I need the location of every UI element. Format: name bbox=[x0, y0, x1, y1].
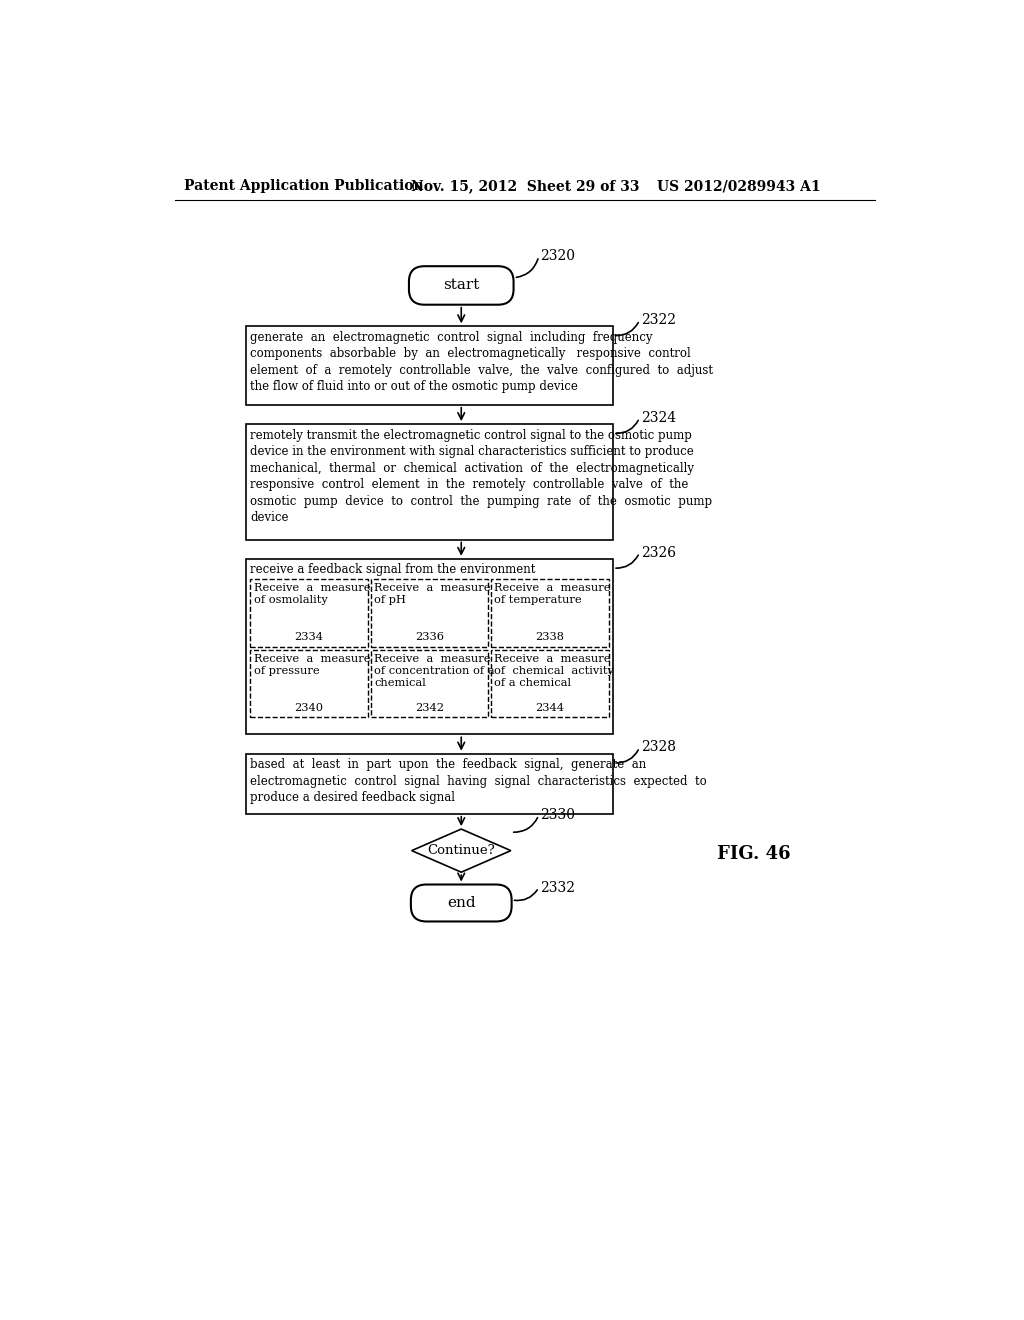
Text: 2342: 2342 bbox=[415, 702, 444, 713]
Text: Receive  a  measure
of concentration of a
chemical: Receive a measure of concentration of a … bbox=[374, 653, 495, 688]
Text: 2336: 2336 bbox=[415, 632, 444, 642]
Text: 2340: 2340 bbox=[295, 702, 324, 713]
Text: based  at  least  in  part  upon  the  feedback  signal,  generate  an
electroma: based at least in part upon the feedback… bbox=[251, 758, 708, 804]
Bar bbox=[246, 558, 613, 734]
Text: Patent Application Publication: Patent Application Publication bbox=[183, 180, 424, 193]
Text: Receive  a  measure
of pressure: Receive a measure of pressure bbox=[254, 653, 370, 676]
Text: 2326: 2326 bbox=[641, 545, 676, 560]
Text: 2332: 2332 bbox=[541, 880, 575, 895]
Text: 2324: 2324 bbox=[641, 411, 676, 425]
Bar bbox=[251, 579, 368, 647]
Text: Nov. 15, 2012  Sheet 29 of 33: Nov. 15, 2012 Sheet 29 of 33 bbox=[411, 180, 639, 193]
Text: end: end bbox=[446, 896, 475, 909]
Polygon shape bbox=[412, 829, 511, 873]
Text: Receive  a  measure
of pH: Receive a measure of pH bbox=[374, 582, 490, 605]
Bar bbox=[492, 649, 608, 718]
Text: Continue?: Continue? bbox=[427, 843, 496, 857]
Bar bbox=[251, 649, 368, 718]
Text: Receive  a  measure
of temperature: Receive a measure of temperature bbox=[495, 582, 611, 605]
Text: US 2012/0289943 A1: US 2012/0289943 A1 bbox=[657, 180, 821, 193]
Text: 2320: 2320 bbox=[541, 249, 575, 263]
Bar bbox=[371, 579, 488, 647]
FancyBboxPatch shape bbox=[409, 267, 514, 305]
Text: 2334: 2334 bbox=[295, 632, 324, 642]
Bar bbox=[492, 579, 608, 647]
Text: Receive  a  measure
of  chemical  activity
of a chemical: Receive a measure of chemical activity o… bbox=[495, 653, 614, 688]
Text: Receive  a  measure
of osmolality: Receive a measure of osmolality bbox=[254, 582, 370, 605]
Bar bbox=[371, 649, 488, 718]
Text: generate  an  electromagnetic  control  signal  including  frequency
components : generate an electromagnetic control sign… bbox=[251, 331, 714, 393]
Text: 2322: 2322 bbox=[641, 313, 676, 327]
Text: receive a feedback signal from the environment: receive a feedback signal from the envir… bbox=[251, 564, 536, 577]
Text: 2344: 2344 bbox=[536, 702, 564, 713]
Bar bbox=[246, 424, 613, 540]
Text: start: start bbox=[443, 279, 479, 293]
Bar bbox=[246, 326, 613, 405]
Text: FIG. 46: FIG. 46 bbox=[717, 846, 791, 863]
Text: 2328: 2328 bbox=[641, 741, 676, 755]
Text: 2338: 2338 bbox=[536, 632, 564, 642]
Text: 2330: 2330 bbox=[541, 808, 575, 822]
Bar bbox=[246, 754, 613, 813]
FancyBboxPatch shape bbox=[411, 884, 512, 921]
Text: remotely transmit the electromagnetic control signal to the osmotic pump
device : remotely transmit the electromagnetic co… bbox=[251, 429, 713, 524]
